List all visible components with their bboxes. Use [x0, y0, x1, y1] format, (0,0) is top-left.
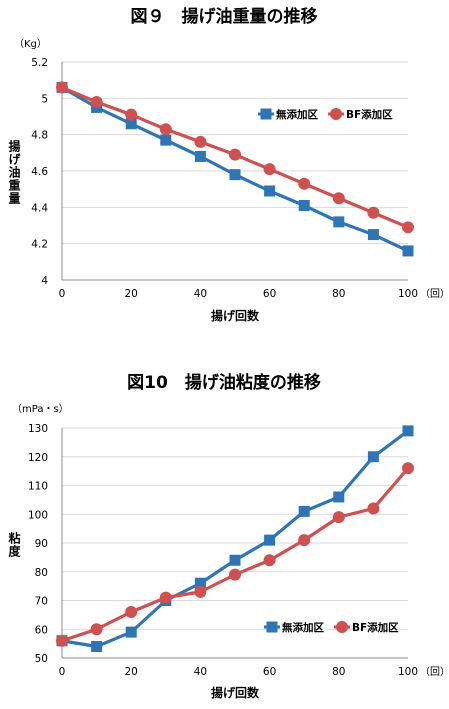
legend-swatch-marker — [336, 621, 348, 633]
viscosity-chart: 図10 揚げ油粘度の推移 50 60 70 80 90 100 110 120 130 0 20 40 6… — [7, 372, 449, 700]
data-point-s2 — [56, 81, 68, 94]
legend-item-2: BF添加区 — [334, 621, 399, 634]
x-tick-label: 40 — [194, 666, 207, 678]
data-point-s1 — [194, 150, 206, 162]
data-point-s2 — [402, 221, 414, 234]
chart-title: 図10 揚げ油粘度の推移 — [127, 372, 321, 393]
data-point-s2 — [332, 192, 345, 205]
legend-item-2: BF添加区 — [328, 108, 393, 121]
y-tick-label: 90 — [35, 538, 48, 550]
data-point-s1 — [125, 626, 137, 638]
data-point-s1 — [402, 245, 414, 257]
y-tick-label: 4.6 — [31, 166, 48, 178]
y-tick-label: 5 — [41, 93, 48, 105]
data-point-s2 — [90, 95, 103, 108]
y-tick-label: 60 — [35, 624, 48, 636]
x-tick-label: 80 — [332, 288, 345, 300]
data-point-s2 — [194, 135, 207, 148]
data-point-s1 — [298, 505, 310, 517]
data-point-s2 — [125, 606, 138, 618]
x-tick-label: 100 — [398, 288, 418, 300]
x-tick-label: 80 — [332, 666, 345, 678]
x-axis-label: 揚げ回数 — [211, 685, 260, 700]
data-point-s2 — [56, 634, 68, 647]
y-tick-label: 70 — [35, 596, 48, 608]
x-tick-label: 20 — [125, 288, 138, 300]
data-point-s2 — [367, 502, 380, 515]
y-tick-label: 100 — [28, 509, 48, 521]
data-point-s1 — [91, 641, 103, 652]
x-tick-label: 60 — [263, 666, 276, 678]
x-axis-unit: （回） — [420, 288, 449, 300]
data-point-s2 — [125, 108, 138, 121]
data-point-s2 — [90, 623, 103, 636]
legend-item-1: 無添加区 — [264, 621, 324, 634]
x-tick-label: 60 — [263, 288, 276, 300]
y-tick-label: 50 — [35, 653, 48, 665]
x-axis-unit: （回） — [420, 666, 449, 678]
data-point-s1 — [229, 554, 241, 566]
data-point-s2 — [229, 568, 241, 581]
y-axis-label: 粘度 — [7, 531, 21, 558]
data-point-s1 — [264, 534, 276, 546]
y-tick-label: 4.4 — [31, 202, 48, 214]
x-tick-label: 0 — [59, 666, 66, 678]
y-tick-label: 4.2 — [31, 239, 48, 251]
data-point-s1 — [160, 134, 172, 146]
legend-item-1: 無添加区 — [258, 108, 318, 121]
x-axis-label: 揚げ回数 — [211, 308, 260, 323]
legend-swatch-marker — [330, 108, 342, 120]
data-point-s1 — [402, 425, 414, 437]
legend-swatch-marker — [260, 108, 272, 120]
data-point-s1 — [264, 185, 276, 197]
data-point-s2 — [332, 511, 345, 524]
data-point-s2 — [298, 534, 311, 547]
y-axis-unit: （mPa・s） — [12, 403, 69, 415]
chart-title: 図９ 揚げ油重量の推移 — [131, 6, 318, 27]
y-tick-label: 5.2 — [31, 57, 48, 69]
y-tick-label: 80 — [35, 567, 48, 579]
legend-label: 無添加区 — [276, 108, 318, 121]
data-point-s1 — [333, 491, 345, 503]
y-axis-unit: （Kg） — [14, 38, 47, 50]
data-point-s1 — [125, 118, 137, 130]
x-tick-label: 20 — [125, 666, 138, 678]
data-point-s2 — [194, 585, 207, 598]
data-point-s1 — [367, 229, 379, 241]
y-axis-label: 揚げ油重量 — [7, 139, 21, 205]
x-tick-label: 100 — [398, 666, 418, 678]
series-line-2 — [61, 467, 410, 643]
x-tick-label: 0 — [59, 288, 66, 300]
data-point-s2 — [263, 554, 276, 567]
data-point-s1 — [298, 200, 310, 212]
series-line-1 — [61, 429, 409, 649]
data-point-s2 — [159, 591, 172, 604]
data-point-s2 — [229, 148, 241, 161]
legend-swatch-marker — [266, 621, 278, 633]
weight-chart: 図９ 揚げ油重量の推移 4 4.2 4.4 4.6 4.8 5 5.2 0 20 40 60 80 100… — [7, 6, 449, 323]
y-tick-label: 120 — [28, 452, 48, 464]
legend-label: BF添加区 — [352, 621, 399, 634]
y-tick-label: 110 — [28, 481, 48, 493]
y-tick-label: 4.8 — [31, 130, 48, 142]
data-point-s2 — [159, 123, 172, 136]
legend-label: BF添加区 — [346, 108, 393, 121]
data-point-s2 — [263, 163, 276, 176]
y-tick-label: 4 — [41, 275, 48, 287]
y-tick-label: 130 — [28, 423, 48, 435]
data-point-s1 — [333, 216, 345, 228]
data-point-s2 — [367, 206, 380, 219]
x-tick-label: 40 — [194, 288, 207, 300]
data-point-s1 — [367, 451, 379, 463]
legend-label: 無添加区 — [282, 621, 324, 634]
data-point-s2 — [402, 462, 414, 475]
data-point-s2 — [298, 177, 311, 190]
data-point-s1 — [229, 169, 241, 181]
data-point-s1 — [194, 577, 206, 589]
